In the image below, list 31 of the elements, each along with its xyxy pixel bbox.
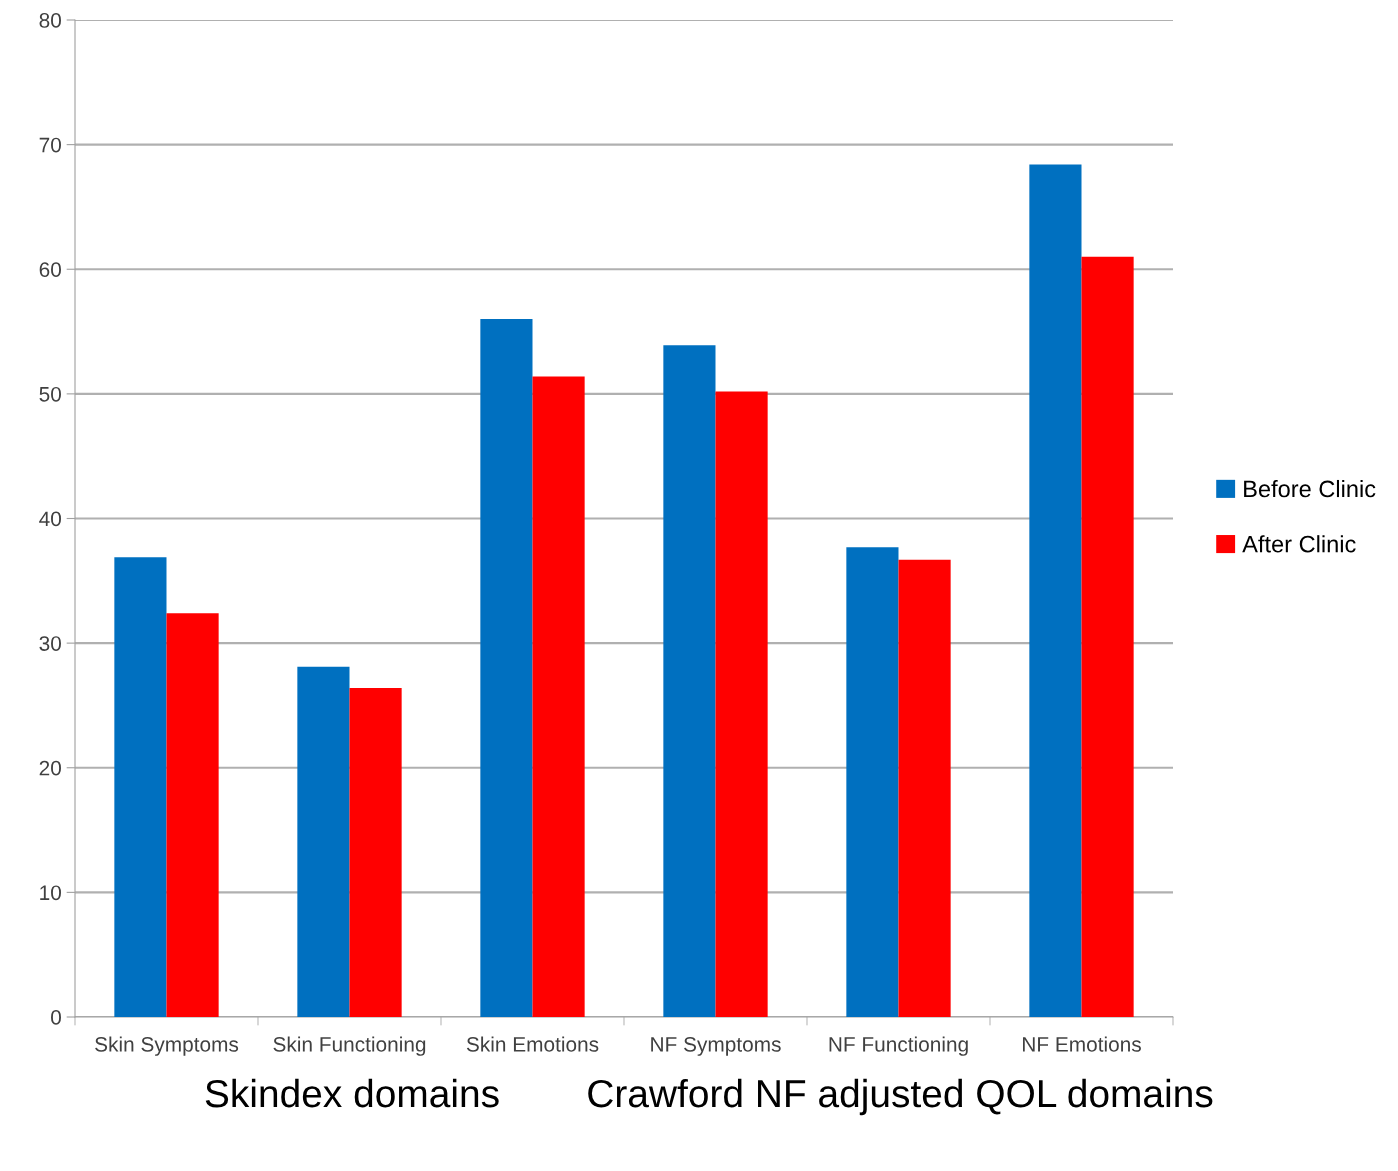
bar [715, 391, 768, 1017]
y-tick-label: 40 [39, 511, 61, 527]
bar [114, 557, 167, 1017]
x-tick-label: NF Functioning [829, 1036, 968, 1056]
y-tick-label: 70 [39, 137, 61, 153]
bar [1029, 164, 1082, 1017]
legend-label: After Clinic [1242, 535, 1356, 553]
bar [349, 687, 402, 1017]
x-tick-label: NF Emotions [1023, 1036, 1141, 1052]
bar [166, 613, 219, 1017]
y-tick-label: 80 [39, 13, 61, 28]
legend-label: Before Clinic [1244, 479, 1376, 498]
x-tick-label: NF Symptoms [651, 1036, 781, 1056]
x-tick-label: Skin Functioning [273, 1036, 426, 1056]
bar [663, 345, 716, 1017]
y-tick-label: 50 [39, 386, 61, 402]
text: Crawford NF adjusted QOL domains [588, 1078, 1213, 1116]
y-tick-label: 10 [40, 885, 61, 901]
y-tick-label: 60 [39, 262, 61, 277]
x-tick-label: Skin Symptoms [95, 1036, 239, 1056]
bar [898, 559, 951, 1017]
bar [532, 376, 585, 1017]
y-tick-label: 30 [39, 636, 61, 651]
x-tick-label: Skin Emotions [466, 1036, 599, 1052]
y-tick-label: 20 [39, 760, 61, 776]
text: Skindex domains [205, 1078, 499, 1108]
bar [297, 666, 350, 1017]
bar [1081, 256, 1134, 1017]
y-tick-label: 0 [51, 1010, 61, 1025]
bar [846, 547, 899, 1017]
bar [480, 319, 533, 1017]
